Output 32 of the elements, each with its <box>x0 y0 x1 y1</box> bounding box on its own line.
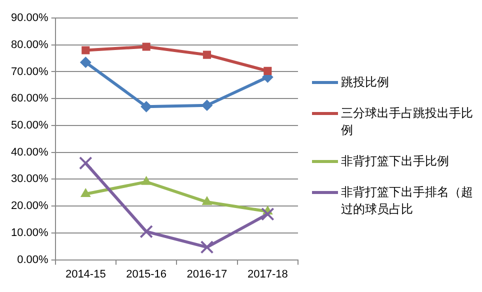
point <box>261 207 274 221</box>
point <box>140 224 153 238</box>
legend-label: 非背打篮下出手比例 <box>341 153 450 170</box>
y-tick-label: 10.00% <box>10 226 49 239</box>
y-tick-label: 20.00% <box>10 200 49 212</box>
point <box>264 66 272 75</box>
point <box>78 156 92 170</box>
legend-label: 三分球出手占跳投出手比例 <box>341 105 474 139</box>
point <box>80 188 90 197</box>
point <box>140 101 152 112</box>
point <box>200 240 214 254</box>
legend-label: 跳投比例 <box>341 74 390 91</box>
y-tick-label: 80.00% <box>10 38 49 51</box>
y-tick-label: 90.00% <box>10 12 49 24</box>
point <box>142 42 150 51</box>
y-tick-label: 70.00% <box>10 66 49 78</box>
y-tick-label: 30.00% <box>10 173 49 186</box>
y-tick-label: 0.00% <box>17 254 49 266</box>
point <box>202 196 212 206</box>
point <box>80 56 92 68</box>
x-tick-label: 2016-17 <box>186 268 228 280</box>
point <box>82 46 90 54</box>
point <box>202 50 212 59</box>
x-tick-label: 2014-15 <box>65 268 106 280</box>
point <box>201 100 212 111</box>
point <box>141 176 152 185</box>
y-tick-label: 40.00% <box>10 146 49 158</box>
y-tick-label: 50.00% <box>10 120 49 132</box>
y-tick-label: 60.00% <box>10 92 49 105</box>
legend-label: 非背打篮下出手排名（超过的球员占比 <box>341 184 474 218</box>
x-tick-label: 2015-16 <box>126 268 167 280</box>
x-tick-label: 2017-18 <box>247 268 288 280</box>
